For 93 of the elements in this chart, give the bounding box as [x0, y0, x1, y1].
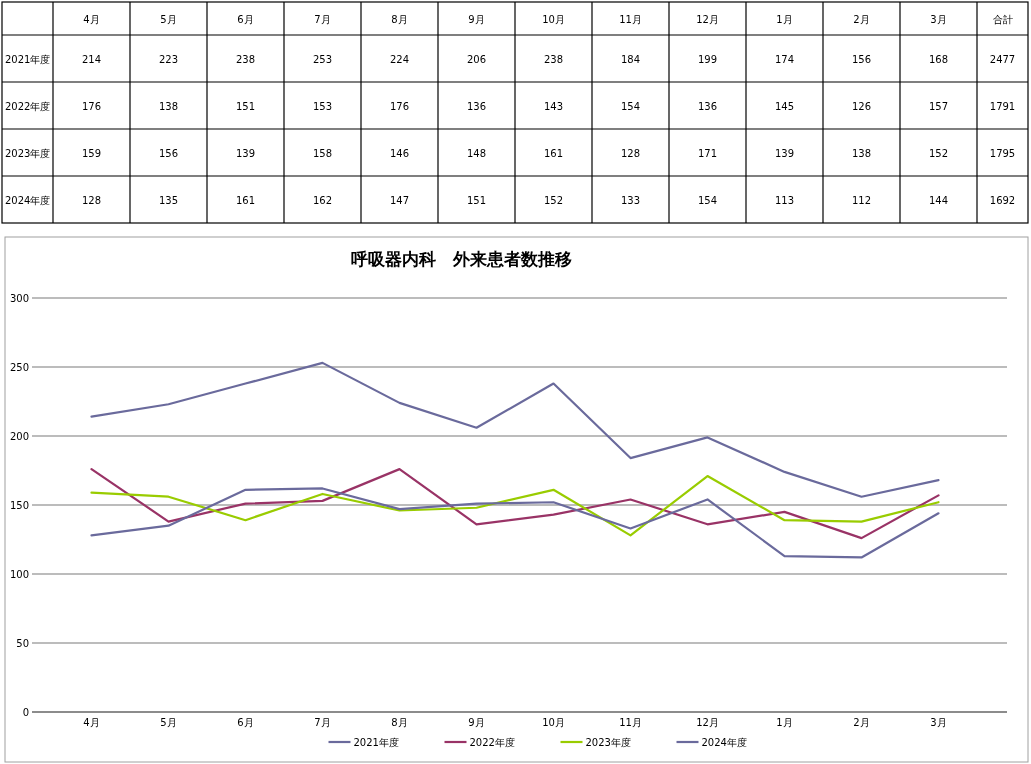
table-header: 合計 [992, 13, 1013, 25]
value-label: 253 [312, 53, 333, 65]
x-tick-label: 12月 [696, 717, 719, 728]
total-label: 2477 [989, 53, 1016, 65]
value-label: 176 [81, 100, 102, 112]
table-header: 12月 [696, 13, 719, 25]
value-label: 113 [774, 194, 795, 206]
title: 呼吸器内科 外来患者数推移 [350, 249, 572, 269]
value-label: 151 [235, 100, 256, 112]
value-label: 136 [466, 100, 487, 112]
total-label: 1692 [989, 194, 1016, 206]
x-tick-label: 8月 [391, 717, 408, 728]
y-tick-label: 250 [9, 362, 29, 373]
value-label: 151 [466, 194, 487, 206]
value-label: 162 [312, 194, 333, 206]
value-label: 156 [851, 53, 872, 65]
value-label: 159 [81, 147, 102, 159]
value-label: 153 [312, 100, 333, 112]
table-header: 4月 [83, 13, 100, 25]
x-tick-label: 10月 [542, 717, 565, 728]
total-label: 1795 [989, 147, 1016, 159]
value-label: 176 [389, 100, 410, 112]
value-label: 184 [620, 53, 641, 65]
value-label: 147 [389, 194, 410, 206]
y-tick-label: 100 [9, 569, 29, 580]
value-label: 128 [81, 194, 102, 206]
table-header: 6月 [237, 13, 254, 25]
y-tick-label: 150 [9, 500, 29, 511]
table-header: 10月 [542, 13, 565, 25]
table-header: 7月 [314, 13, 331, 25]
value-label: 144 [928, 194, 949, 206]
y-tick-label: 300 [9, 293, 29, 304]
x-tick-label: 6月 [237, 717, 254, 728]
value-label: 238 [235, 53, 256, 65]
value-label: 148 [466, 147, 487, 159]
x-tick-label: 11月 [619, 717, 642, 728]
value-label: 139 [235, 147, 256, 159]
table-header: 5月 [160, 13, 177, 25]
value-label: 161 [235, 194, 256, 206]
value-label: 168 [928, 53, 949, 65]
table-row-label: 2023年度 [5, 147, 51, 159]
value-label: 143 [543, 100, 564, 112]
value-label: 156 [158, 147, 179, 159]
x-tick-label: 4月 [83, 717, 100, 728]
value-label: 238 [543, 53, 564, 65]
value-label: 126 [851, 100, 872, 112]
value-label: 135 [158, 194, 179, 206]
value-label: 152 [928, 147, 949, 159]
value-label: 136 [697, 100, 718, 112]
legend-label: 2024年度 [701, 737, 747, 748]
table-header: 11月 [619, 13, 642, 25]
legend-label: 2022年度 [469, 737, 515, 748]
legend-label: 2021年度 [353, 737, 399, 748]
value-label: 214 [81, 53, 102, 65]
value-label: 158 [312, 147, 333, 159]
y-tick-label: 50 [16, 638, 29, 649]
value-label: 223 [158, 53, 179, 65]
value-label: 224 [389, 53, 410, 65]
table-header: 3月 [930, 13, 947, 25]
table-row-label: 2021年度 [5, 53, 51, 65]
y-tick-label: 0 [22, 707, 29, 718]
x-tick-label: 2月 [853, 717, 870, 728]
table-row-label: 2022年度 [5, 100, 51, 112]
value-label: 138 [851, 147, 872, 159]
x-tick-label: 5月 [160, 717, 177, 728]
table-header: 1月 [776, 13, 793, 25]
value-label: 128 [620, 147, 641, 159]
value-label: 152 [543, 194, 564, 206]
value-label: 133 [620, 194, 641, 206]
value-label: 139 [774, 147, 795, 159]
table-header: 9月 [468, 13, 485, 25]
table-row-label: 2024年度 [5, 194, 51, 206]
x-tick-label: 9月 [468, 717, 485, 728]
x-tick-label: 3月 [930, 717, 947, 728]
value-label: 174 [774, 53, 795, 65]
legend-label: 2023年度 [585, 737, 631, 748]
table-header: 8月 [391, 13, 408, 25]
total-label: 1791 [989, 100, 1016, 112]
value-label: 161 [543, 147, 564, 159]
table-header: 2月 [853, 13, 870, 25]
value-label: 145 [774, 100, 795, 112]
value-label: 157 [928, 100, 949, 112]
value-label: 154 [620, 100, 641, 112]
value-label: 112 [851, 194, 872, 206]
value-label: 206 [466, 53, 487, 65]
value-label: 154 [697, 194, 718, 206]
value-label: 199 [697, 53, 718, 65]
value-label: 171 [697, 147, 718, 159]
x-tick-label: 1月 [776, 717, 793, 728]
x-tick-label: 7月 [314, 717, 331, 728]
value-label: 146 [389, 147, 410, 159]
y-tick-label: 200 [9, 431, 29, 442]
value-label: 138 [158, 100, 179, 112]
